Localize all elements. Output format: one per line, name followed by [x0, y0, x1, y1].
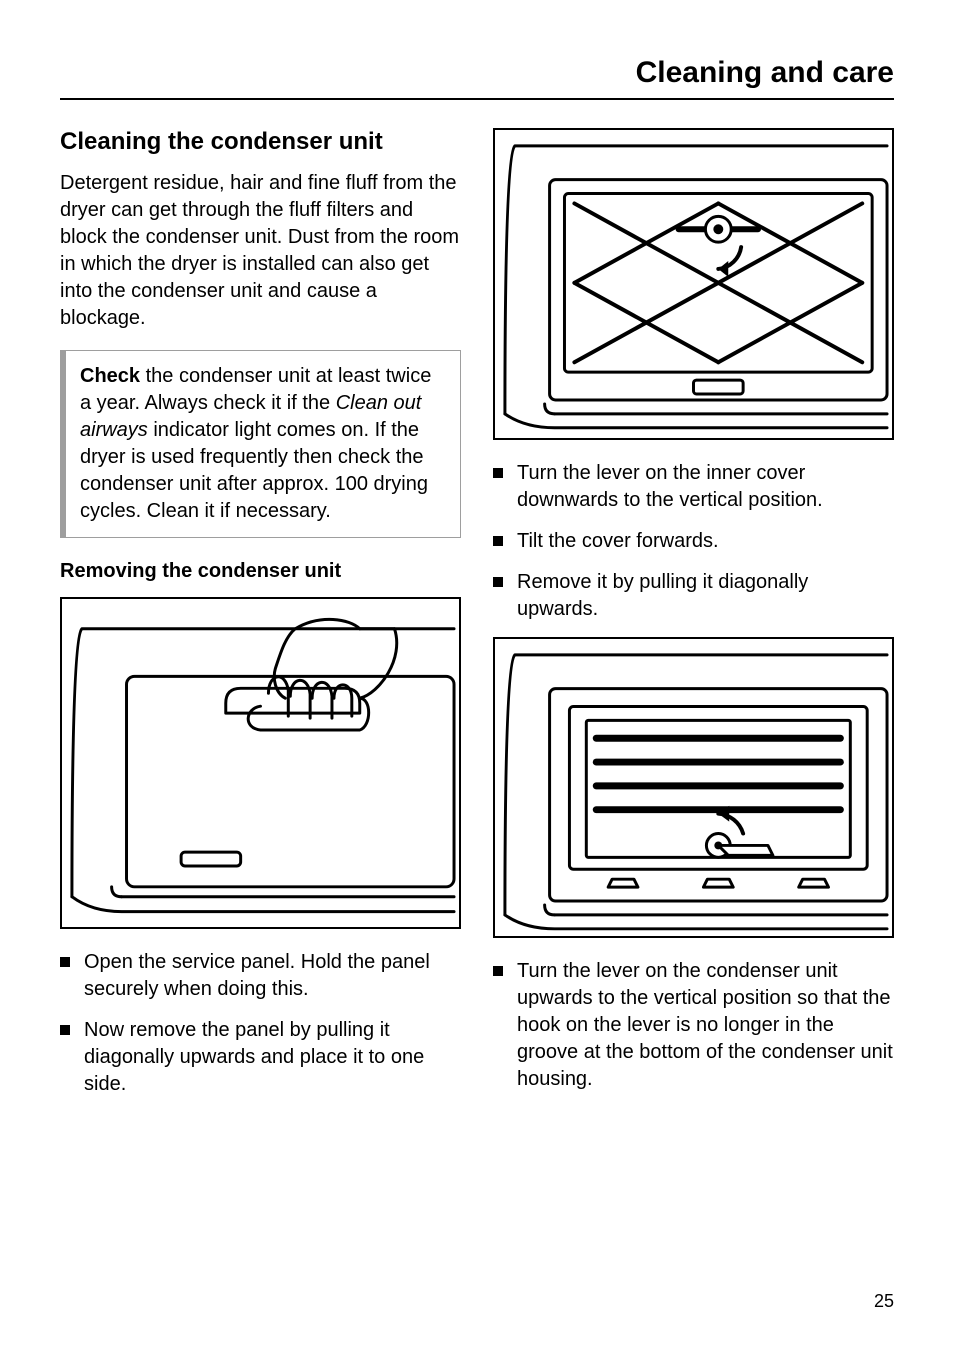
right-column: Turn the lever on the inner cover downwa…	[493, 128, 894, 1112]
list-item: Remove it by pulling it diagonally upwar…	[493, 569, 894, 623]
list-item: Now remove the panel by pulling it diago…	[60, 1017, 461, 1098]
list-item: Open the service panel. Hold the panel s…	[60, 949, 461, 1003]
figure-open-panel	[60, 597, 461, 929]
right-bullet-list-b: Turn the lever on the condenser unit upw…	[493, 958, 894, 1093]
list-item: Tilt the cover forwards.	[493, 528, 894, 555]
intro-paragraph: Detergent residue, hair and fine fluff f…	[60, 170, 461, 332]
page-number: 25	[874, 1291, 894, 1312]
callout-bold: Check	[80, 365, 140, 387]
check-callout: Check the condenser unit at least twice …	[60, 350, 461, 538]
section-heading: Cleaning the condenser unit	[60, 128, 461, 156]
list-item: Turn the lever on the condenser unit upw…	[493, 958, 894, 1093]
figure-condenser-lever	[493, 637, 894, 939]
left-bullet-list: Open the service panel. Hold the panel s…	[60, 949, 461, 1098]
list-item: Turn the lever on the inner cover downwa…	[493, 460, 894, 514]
sub-heading: Removing the condenser unit	[60, 560, 461, 583]
content-columns: Cleaning the condenser unit Detergent re…	[60, 128, 894, 1112]
left-column: Cleaning the condenser unit Detergent re…	[60, 128, 461, 1112]
right-bullet-list-a: Turn the lever on the inner cover downwa…	[493, 460, 894, 623]
page-title: Cleaning and care	[60, 56, 894, 100]
figure-inner-cover	[493, 128, 894, 440]
